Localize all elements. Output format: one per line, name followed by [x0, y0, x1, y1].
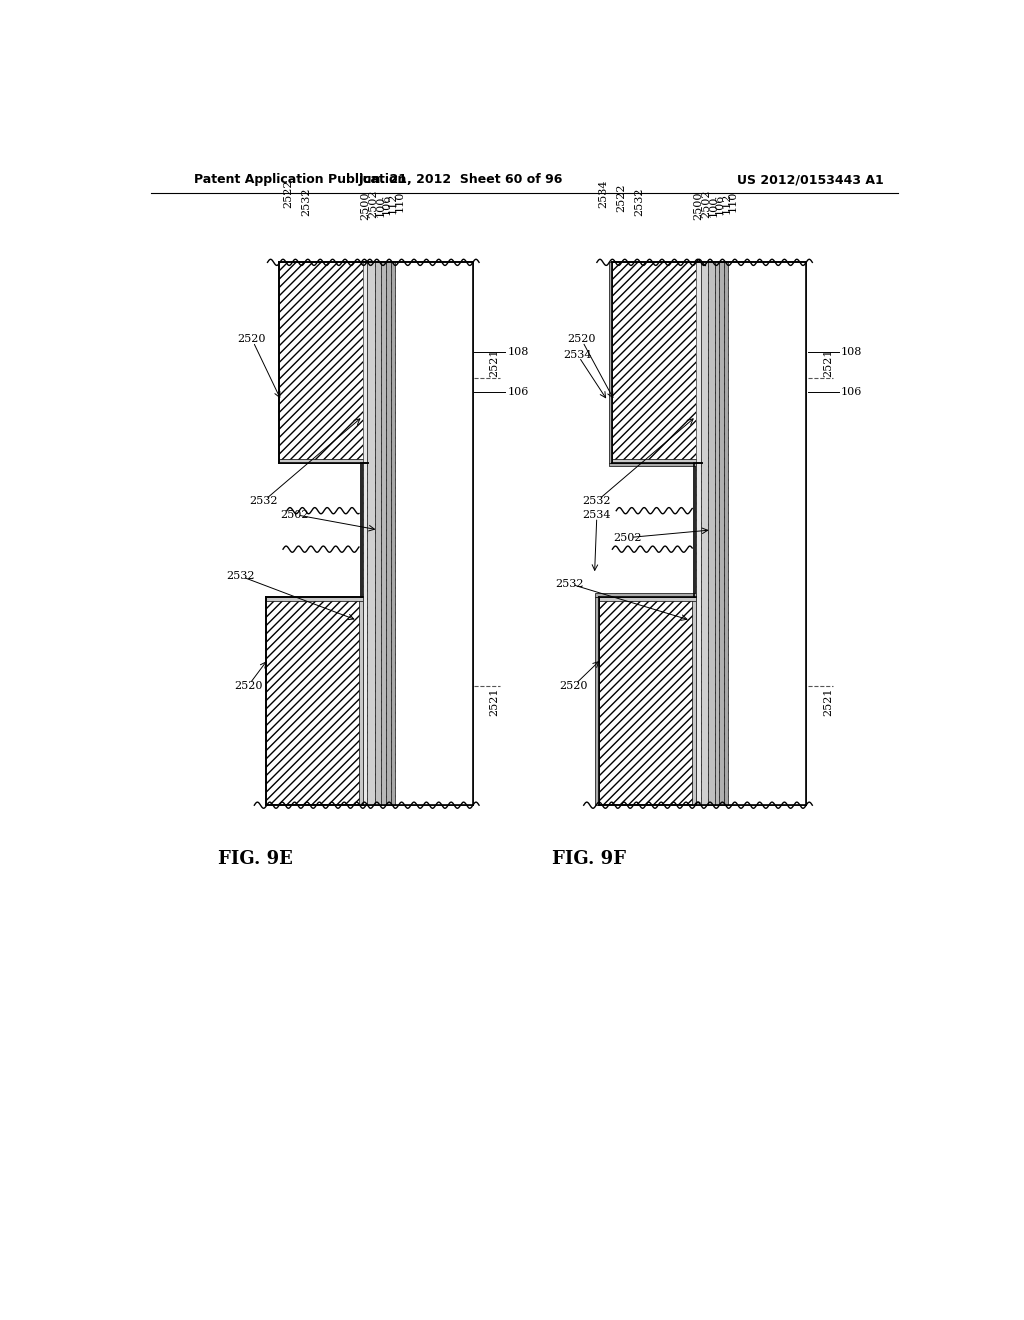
Bar [719, 263, 724, 805]
Text: 110: 110 [394, 191, 404, 213]
Text: 2532: 2532 [635, 187, 644, 216]
Text: 108: 108 [841, 347, 862, 358]
Bar [696, 263, 700, 805]
Bar [700, 263, 709, 805]
Text: 100: 100 [376, 195, 386, 216]
Bar [692, 597, 696, 805]
Text: 2532: 2532 [555, 579, 584, 589]
Text: 2534: 2534 [598, 180, 608, 209]
Bar [386, 263, 391, 805]
Text: 110: 110 [727, 191, 737, 213]
Text: 2522: 2522 [284, 180, 294, 209]
Text: 2521: 2521 [489, 686, 500, 715]
Bar [368, 263, 375, 805]
Text: 100: 100 [709, 195, 719, 216]
Text: Patent Application Publication: Patent Application Publication [194, 173, 407, 186]
Bar [365, 263, 369, 462]
Bar [599, 597, 696, 601]
Text: 2521: 2521 [823, 348, 833, 376]
Text: 2502: 2502 [701, 190, 711, 218]
Bar [595, 594, 696, 598]
Text: 2520: 2520 [233, 681, 262, 690]
Bar [608, 462, 701, 466]
Bar [728, 263, 806, 805]
Text: 2521: 2521 [489, 348, 500, 376]
Text: 2534: 2534 [583, 510, 611, 520]
Bar [394, 263, 473, 805]
Polygon shape [266, 598, 362, 805]
Text: 112: 112 [721, 193, 731, 214]
Bar [724, 263, 728, 805]
Text: 2532: 2532 [301, 187, 311, 216]
Text: 108: 108 [508, 347, 529, 358]
Text: 106: 106 [715, 194, 725, 215]
Bar [381, 263, 386, 805]
Polygon shape [280, 263, 369, 462]
Bar [612, 459, 701, 462]
Text: US 2012/0153443 A1: US 2012/0153443 A1 [736, 173, 884, 186]
Text: 2521: 2521 [823, 686, 833, 715]
Bar [280, 459, 369, 462]
Text: 2500: 2500 [693, 191, 703, 220]
Bar [359, 597, 362, 805]
Polygon shape [612, 263, 701, 462]
Text: 2522: 2522 [616, 183, 627, 213]
Text: Jun. 21, 2012  Sheet 60 of 96: Jun. 21, 2012 Sheet 60 of 96 [359, 173, 563, 186]
Text: 2532: 2532 [583, 496, 611, 506]
Polygon shape [696, 263, 806, 805]
Bar [266, 597, 362, 601]
Bar [595, 597, 599, 805]
Bar [608, 263, 612, 462]
Bar [375, 263, 381, 805]
Text: FIG. 9E: FIG. 9E [218, 850, 293, 869]
Text: 2520: 2520 [567, 334, 596, 345]
Text: 106: 106 [841, 388, 862, 397]
Bar [362, 263, 369, 462]
Bar [696, 263, 701, 462]
Bar [697, 263, 701, 462]
Polygon shape [362, 263, 473, 805]
Text: FIG. 9F: FIG. 9F [552, 850, 626, 869]
Text: 2500: 2500 [360, 191, 370, 220]
Text: 2502: 2502 [613, 533, 642, 543]
Text: 106: 106 [508, 388, 529, 397]
Text: 2534: 2534 [563, 350, 592, 360]
Text: 112: 112 [388, 193, 398, 214]
Polygon shape [599, 598, 696, 805]
Text: 2502: 2502 [368, 190, 378, 218]
Bar [696, 462, 701, 466]
Text: 2520: 2520 [559, 681, 588, 690]
Text: 2532: 2532 [250, 496, 278, 506]
Text: 2532: 2532 [226, 572, 255, 581]
Text: 2520: 2520 [238, 334, 266, 345]
Bar [362, 263, 368, 805]
Text: 2502: 2502 [281, 510, 309, 520]
Bar [715, 263, 719, 805]
Bar [391, 263, 394, 805]
Bar [709, 263, 715, 805]
Text: 106: 106 [382, 194, 392, 215]
